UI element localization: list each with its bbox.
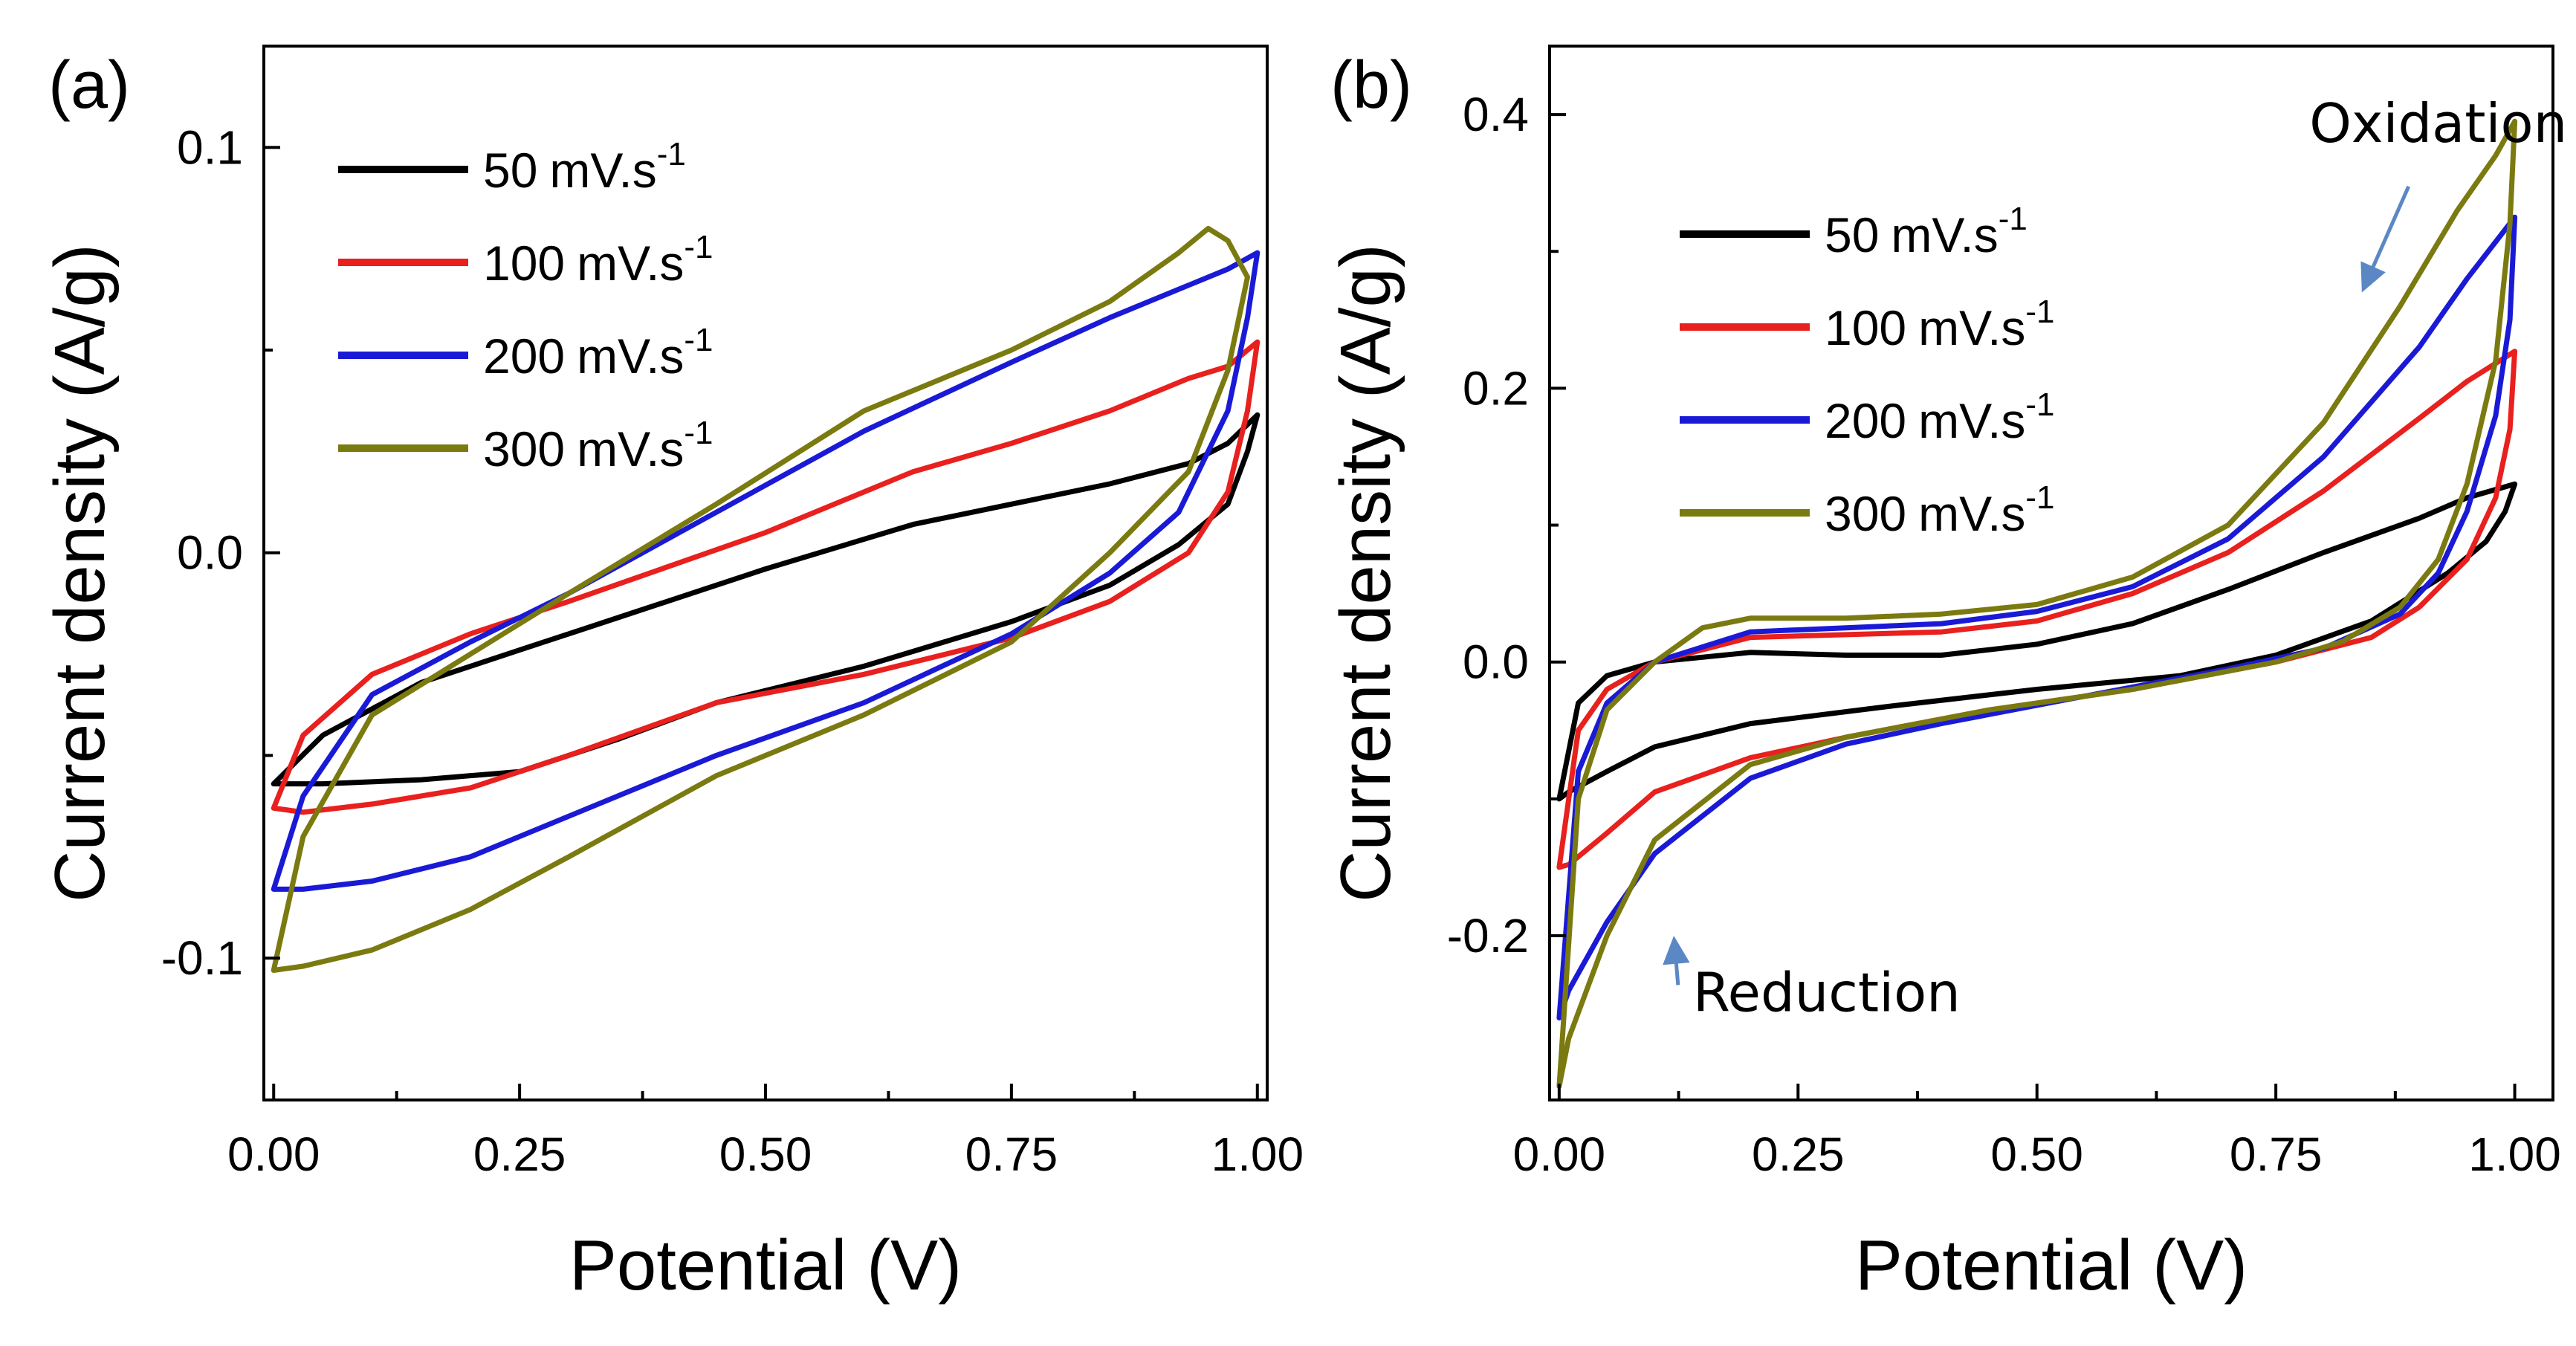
legend-label-100: 100 mV.s-1 (483, 229, 713, 291)
legend-unit-exponent: -1 (684, 229, 713, 265)
series-line-200 (1556, 214, 2518, 1020)
annotation-arrowhead (2360, 261, 2386, 293)
annotation-arrowhead (1663, 936, 1690, 965)
legend-unit-exponent: -1 (2025, 386, 2054, 423)
legend-label-300: 300 mV.s-1 (1825, 479, 2055, 541)
legend-label-300: 300 mV.s-1 (483, 415, 713, 476)
legend-label-50: 50 mV.s-1 (483, 136, 686, 198)
legend-unit: mV.s (1918, 393, 2025, 448)
legend-unit: mV.s (577, 421, 684, 476)
y-tick-label: 0.1 (177, 120, 243, 174)
panel-label: (b) (1330, 48, 1412, 123)
annotation-arrow-shaft (2369, 185, 2411, 274)
legend-unit-exponent: -1 (2025, 294, 2054, 330)
legend-label-100: 100 mV.s-1 (1825, 294, 2055, 355)
legend-rate: 200 (483, 329, 565, 384)
x-tick-label: 0.25 (473, 1127, 566, 1181)
series-line-50 (1556, 481, 2518, 802)
legend-label-200: 200 mV.s-1 (1825, 386, 2055, 448)
legend-rate: 300 (1825, 486, 1906, 541)
legend-rate: 100 (483, 236, 565, 291)
legend-unit: mV.s (1891, 207, 1998, 262)
x-axis-title: Potential (V) (569, 1226, 962, 1305)
x-tick-label: 0.75 (965, 1127, 1058, 1181)
panel-b: 0.00 0.25 0.50 0.75 1.00 -0.2 0.0 0.2 0.4 Potenti… (1326, 45, 2567, 1305)
legend-label-200: 200 mV.s-1 (483, 322, 713, 384)
legend-unit-exponent: -1 (684, 322, 713, 358)
x-tick-label: 1.00 (1211, 1127, 1304, 1181)
x-tick-label: 0.50 (719, 1127, 812, 1181)
panel-label: (a) (48, 48, 130, 123)
x-tick-label: 1.00 (2468, 1127, 2561, 1181)
legend-rate: 200 (1825, 393, 1906, 448)
x-tick-label: 0.00 (227, 1127, 320, 1181)
series-line-300 (271, 225, 1250, 973)
y-tick-label: 0.0 (1463, 635, 1529, 689)
legend-rate: 300 (483, 421, 565, 476)
legend-rate: 100 (1825, 300, 1906, 355)
panel-a: 0.00 0.25 0.50 0.75 1.00 -0.1 0.0 0.1 Potential … (40, 45, 1304, 1305)
legend-unit: mV.s (577, 329, 684, 384)
legend-unit: mV.s (1918, 300, 2025, 355)
legend-unit-exponent: -1 (657, 136, 686, 172)
legend-label-50: 50 mV.s-1 (1825, 201, 2028, 262)
legend-unit-exponent: -1 (684, 415, 713, 451)
annotation-oxidation: Oxidation (2309, 92, 2567, 155)
y-tick-label: -0.2 (1447, 909, 1529, 962)
x-tick-label: 0.75 (2230, 1127, 2323, 1181)
legend-unit: mV.s (577, 236, 684, 291)
legend-unit: mV.s (549, 143, 656, 198)
y-axis-title: Current density (A/g) (40, 244, 120, 902)
legend-rate: 50 (1825, 207, 1879, 262)
x-tick-label: 0.50 (1990, 1127, 2083, 1181)
plot-frame (1548, 45, 2554, 1101)
legend-rate: 50 (483, 143, 537, 198)
x-axis-title: Potential (V) (1855, 1226, 2247, 1305)
y-tick-label: -0.1 (161, 931, 243, 985)
series-line-100 (271, 339, 1261, 815)
y-tick-label: 0.2 (1463, 361, 1529, 415)
y-tick-label: 0.4 (1463, 88, 1529, 141)
x-tick-label: 0.00 (1513, 1127, 1606, 1181)
legend-unit-exponent: -1 (1999, 201, 2028, 237)
series-line-100 (1556, 349, 2518, 870)
y-tick-label: 0.0 (177, 526, 243, 580)
y-axis-title: Current density (A/g) (1326, 244, 1405, 902)
legend-unit: mV.s (1918, 486, 2025, 541)
x-tick-label: 0.25 (1752, 1127, 1845, 1181)
legend-unit-exponent: -1 (2025, 479, 2054, 516)
series-line-300 (1556, 118, 2518, 1090)
annotation-reduction: Reduction (1693, 961, 1961, 1023)
